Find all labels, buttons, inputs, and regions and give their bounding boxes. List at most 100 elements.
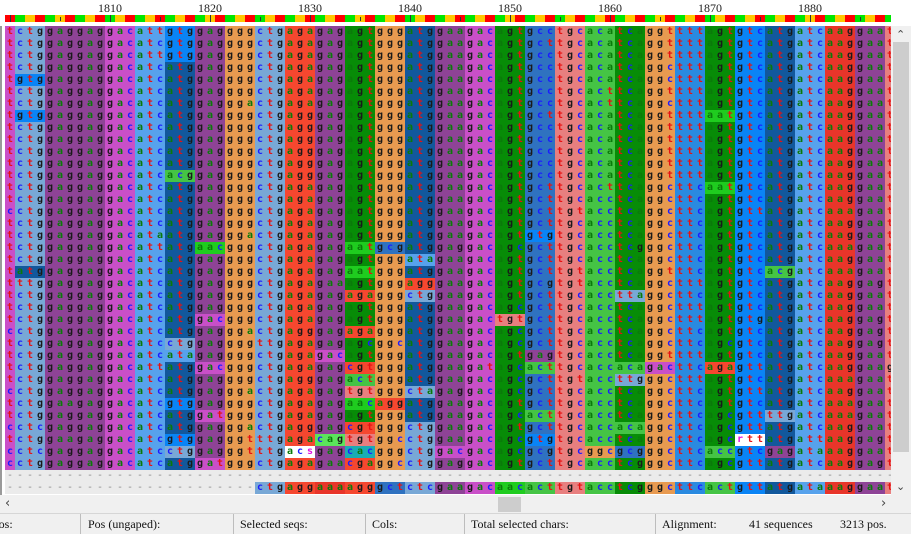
residue-cell[interactable]: t xyxy=(885,158,891,170)
residue-cell[interactable]: g xyxy=(715,134,725,146)
residue-cell[interactable]: a xyxy=(585,482,595,494)
residue-cell[interactable]: t xyxy=(555,338,565,350)
residue-cell[interactable]: t xyxy=(515,206,525,218)
residue-cell[interactable]: a xyxy=(345,266,355,278)
residue-cell[interactable]: t xyxy=(545,482,555,494)
residue-cell[interactable]: c xyxy=(595,398,605,410)
residue-cell[interactable]: g xyxy=(185,122,195,134)
residue-cell[interactable]: t xyxy=(25,434,35,446)
residue-cell[interactable]: a xyxy=(85,374,95,386)
residue-cell[interactable]: t xyxy=(555,398,565,410)
residue-cell[interactable]: t xyxy=(885,482,891,494)
residue-cell[interactable]: a xyxy=(825,266,835,278)
residue-cell[interactable]: a xyxy=(705,146,715,158)
residue-cell[interactable]: c xyxy=(545,62,555,74)
residue-cell[interactable]: a xyxy=(325,302,335,314)
residue-cell[interactable]: a xyxy=(205,278,215,290)
residue-cell[interactable]: g xyxy=(645,374,655,386)
residue-cell[interactable]: g xyxy=(525,458,535,470)
residue-cell[interactable]: t xyxy=(685,314,695,326)
residue-cell[interactable]: g xyxy=(655,386,665,398)
residue-cell[interactable]: c xyxy=(625,278,635,290)
residue-cell[interactable]: a xyxy=(85,62,95,74)
residue-cell[interactable]: g xyxy=(35,62,45,74)
residue-cell[interactable]: g xyxy=(235,230,245,242)
residue-cell[interactable]: a xyxy=(285,302,295,314)
residue-cell[interactable]: a xyxy=(205,326,215,338)
residue-cell[interactable]: t xyxy=(775,26,785,38)
residue-cell[interactable]: a xyxy=(165,122,175,134)
residue-cell[interactable]: g xyxy=(235,50,245,62)
residue-cell[interactable]: g xyxy=(735,446,745,458)
residue-cell[interactable]: g xyxy=(385,422,395,434)
residue-cell[interactable]: t xyxy=(775,194,785,206)
residue-cell[interactable]: g xyxy=(195,458,205,470)
residue-cell[interactable]: t xyxy=(885,326,891,338)
residue-cell[interactable]: a xyxy=(795,170,805,182)
residue-cell[interactable]: g xyxy=(275,62,285,74)
residue-cell[interactable]: a xyxy=(495,134,505,146)
residue-cell[interactable]: c xyxy=(605,410,615,422)
residue-cell[interactable]: c xyxy=(485,446,495,458)
residue-cell[interactable]: a xyxy=(475,386,485,398)
residue-cell[interactable]: a xyxy=(875,122,885,134)
residue-cell[interactable]: t xyxy=(685,326,695,338)
residue-cell[interactable]: a xyxy=(405,398,415,410)
residue-cell[interactable]: g xyxy=(45,422,55,434)
residue-cell[interactable]: a xyxy=(285,434,295,446)
residue-cell[interactable]: a xyxy=(825,362,835,374)
residue-cell[interactable]: t xyxy=(145,278,155,290)
residue-cell[interactable]: t xyxy=(775,122,785,134)
residue-cell[interactable]: c xyxy=(155,302,165,314)
residue-cell[interactable]: t xyxy=(25,194,35,206)
residue-cell[interactable]: a xyxy=(835,254,845,266)
residue-cell[interactable]: a xyxy=(85,326,95,338)
residue-cell[interactable]: g xyxy=(655,86,665,98)
residue-cell[interactable]: c xyxy=(535,482,545,494)
residue-cell[interactable]: a xyxy=(475,326,485,338)
residue-cell[interactable]: t xyxy=(805,206,815,218)
residue-cell[interactable]: g xyxy=(395,218,405,230)
residue-cell[interactable]: a xyxy=(795,266,805,278)
residue-cell[interactable]: a xyxy=(635,98,645,110)
residue-cell[interactable]: c xyxy=(575,242,585,254)
residue-cell[interactable]: a xyxy=(165,422,175,434)
residue-cell[interactable]: g xyxy=(645,146,655,158)
residue-cell[interactable]: t xyxy=(25,158,35,170)
residue-cell[interactable]: t xyxy=(265,482,275,494)
residue-cell[interactable]: a xyxy=(135,254,145,266)
residue-cell[interactable]: a xyxy=(825,110,835,122)
residue-cell[interactable]: c xyxy=(695,290,705,302)
residue-cell[interactable]: t xyxy=(805,110,815,122)
residue-cell[interactable]: g xyxy=(785,182,795,194)
residue-cell[interactable]: t xyxy=(365,230,375,242)
residue-cell[interactable]: c xyxy=(665,218,675,230)
residue-cell[interactable]: g xyxy=(335,398,345,410)
residue-cell[interactable]: g xyxy=(275,374,285,386)
residue-cell[interactable]: g xyxy=(735,26,745,38)
residue-cell[interactable]: a xyxy=(115,182,125,194)
residue-cell[interactable]: a xyxy=(205,254,215,266)
residue-cell[interactable]: g xyxy=(65,134,75,146)
residue-cell[interactable]: t xyxy=(175,206,185,218)
residue-cell[interactable]: g xyxy=(435,38,445,50)
residue-cell[interactable]: c xyxy=(15,194,25,206)
residue-cell[interactable]: g xyxy=(465,206,475,218)
residue-cell[interactable]: g xyxy=(315,122,325,134)
residue-cell[interactable]: g xyxy=(105,86,115,98)
residue-cell[interactable]: t xyxy=(365,362,375,374)
residue-cell[interactable]: g xyxy=(245,158,255,170)
residue-cell[interactable]: t xyxy=(415,458,425,470)
residue-cell[interactable]: c xyxy=(665,362,675,374)
residue-cell[interactable]: g xyxy=(215,350,225,362)
residue-cell[interactable]: g xyxy=(105,194,115,206)
gap-cell[interactable]: - xyxy=(26,482,34,493)
residue-cell[interactable]: a xyxy=(475,218,485,230)
residue-cell[interactable]: t xyxy=(545,362,555,374)
residue-cell[interactable]: g xyxy=(785,446,795,458)
residue-cell[interactable]: a xyxy=(765,278,775,290)
residue-cell[interactable]: a xyxy=(875,74,885,86)
residue-cell[interactable]: c xyxy=(485,410,495,422)
residue-cell[interactable]: g xyxy=(215,38,225,50)
residue-cell[interactable]: a xyxy=(585,398,595,410)
